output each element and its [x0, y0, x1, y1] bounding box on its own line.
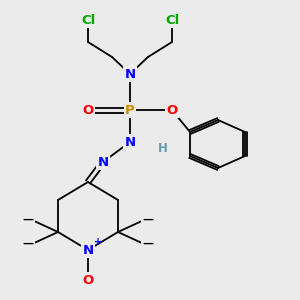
Text: Cl: Cl: [81, 14, 95, 26]
Text: O: O: [82, 103, 94, 116]
Text: —: —: [142, 215, 154, 225]
Text: O: O: [167, 103, 178, 116]
Text: N: N: [98, 155, 109, 169]
Text: —: —: [22, 239, 34, 249]
Text: —: —: [22, 215, 34, 225]
Text: O: O: [82, 274, 94, 286]
Text: P: P: [125, 103, 135, 116]
Text: Cl: Cl: [165, 14, 179, 26]
Text: N: N: [124, 68, 136, 80]
Text: H: H: [158, 142, 168, 154]
Text: N: N: [82, 244, 94, 256]
Text: —: —: [142, 239, 154, 249]
Text: +: +: [94, 237, 102, 247]
Text: N: N: [124, 136, 136, 148]
